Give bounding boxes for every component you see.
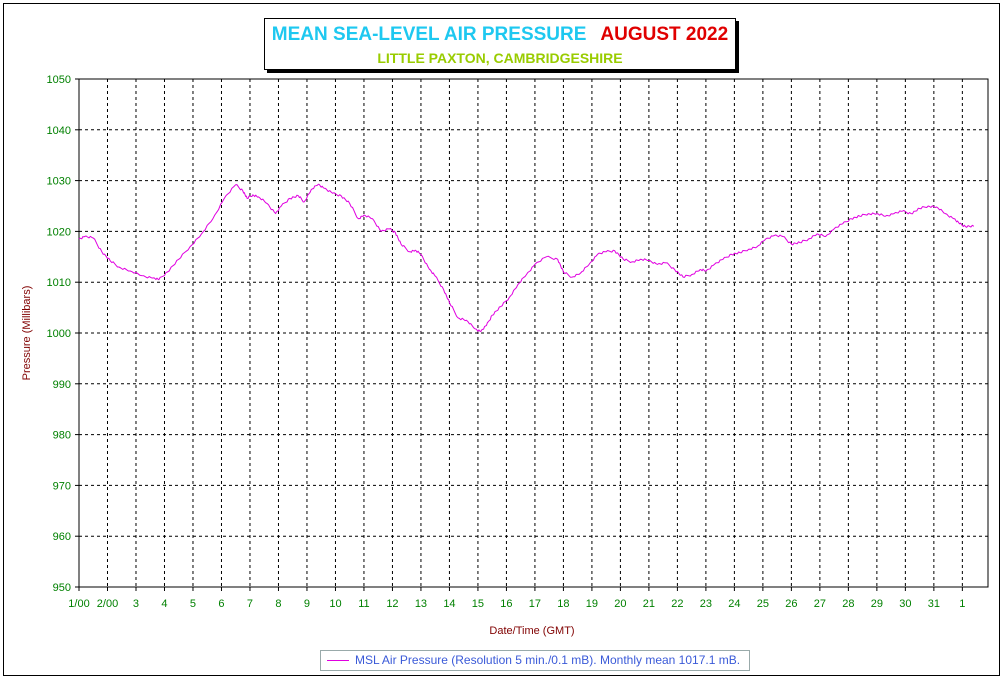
chart-frame xyxy=(3,3,1000,676)
x-tick-label: 24 xyxy=(728,598,740,610)
chart-title: MEAN SEA-LEVEL AIR PRESSURE xyxy=(271,24,587,45)
x-tick-label: 8 xyxy=(275,598,281,610)
series-layer xyxy=(78,183,975,332)
legend-swatch xyxy=(327,660,349,662)
x-tick-label: 6 xyxy=(218,598,224,610)
x-tick-label: 22 xyxy=(671,598,683,610)
x-tick-label: 20 xyxy=(614,598,626,610)
x-tick-label: 29 xyxy=(871,598,883,610)
y-tick-label: 990 xyxy=(53,379,71,391)
series-line-msl-pressure xyxy=(78,183,975,332)
x-tick-label: 21 xyxy=(643,598,655,610)
y-tick-label: 980 xyxy=(53,430,71,442)
axes xyxy=(78,78,989,588)
y-tick-label: 1000 xyxy=(47,328,71,340)
y-tick-label: 1030 xyxy=(47,176,71,188)
x-tick-label: 30 xyxy=(899,598,911,610)
y-axis-title: Pressure (Millibars) xyxy=(21,286,33,381)
title-line: MEAN SEA-LEVEL AIR PRESSURE AUGUST 2022 xyxy=(265,24,735,46)
grid-lines xyxy=(79,79,988,587)
legend-label: MSL Air Pressure (Resolution 5 min./0.1 … xyxy=(355,653,741,667)
x-tick-label: 12 xyxy=(386,598,398,610)
x-tick-label: 1 xyxy=(959,598,965,610)
x-tick-label: 25 xyxy=(757,598,769,610)
y-tick-label: 960 xyxy=(53,531,71,543)
x-tick-label: 18 xyxy=(557,598,569,610)
y-tick-label: 970 xyxy=(53,480,71,492)
title-box: MEAN SEA-LEVEL AIR PRESSURE AUGUST 2022 L… xyxy=(264,18,736,70)
x-tick-label: 10 xyxy=(329,598,341,610)
y-tick-label: 1020 xyxy=(47,226,71,238)
x-tick-label: 7 xyxy=(247,598,253,610)
x-tick-label: 4 xyxy=(161,598,167,610)
tick-labels: 1050104010301020101010009909809709609501… xyxy=(47,74,966,610)
y-tick-label: 950 xyxy=(53,582,71,594)
x-tick-label: 14 xyxy=(443,598,455,610)
x-tick-label: 23 xyxy=(700,598,712,610)
x-tick-label: 2/00 xyxy=(97,598,118,610)
x-tick-label: 3 xyxy=(133,598,139,610)
y-tick-label: 1040 xyxy=(47,125,71,137)
y-tick-label: 1050 xyxy=(47,74,71,86)
x-tick-label: 27 xyxy=(814,598,826,610)
chart-subtitle: LITTLE PAXTON, CAMBRIDGESHIRE xyxy=(377,50,623,66)
plot-area-border xyxy=(78,78,989,588)
legend: MSL Air Pressure (Resolution 5 min./0.1 … xyxy=(320,650,750,671)
y-tick-label: 1010 xyxy=(47,277,71,289)
x-tick-label: 16 xyxy=(500,598,512,610)
x-tick-label: 26 xyxy=(785,598,797,610)
chart-title-period: AUGUST 2022 xyxy=(600,24,729,45)
x-tick-label: 19 xyxy=(586,598,598,610)
x-tick-label: 17 xyxy=(529,598,541,610)
x-tick-label: 31 xyxy=(928,598,940,610)
x-tick-label: 15 xyxy=(472,598,484,610)
x-axis-title: Date/Time (GMT) xyxy=(489,625,574,637)
x-tick-label: 11 xyxy=(358,598,369,610)
x-tick-label: 1/00 xyxy=(68,598,89,610)
x-tick-label: 5 xyxy=(190,598,196,610)
x-tick-label: 13 xyxy=(415,598,427,610)
x-tick-label: 28 xyxy=(842,598,854,610)
x-tick-label: 9 xyxy=(304,598,310,610)
